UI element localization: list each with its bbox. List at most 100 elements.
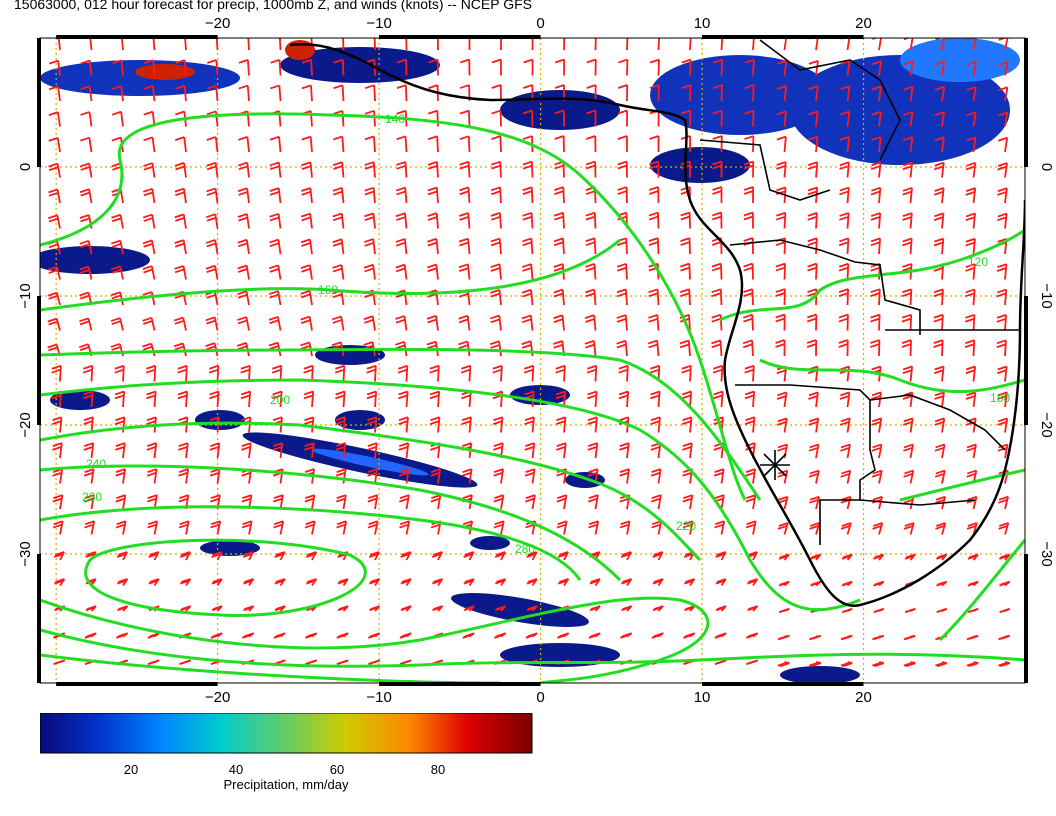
barb-staff — [216, 468, 221, 484]
barb-feather — [335, 420, 345, 425]
barb-feather — [462, 494, 473, 499]
barb-feather — [110, 343, 121, 348]
barb-staff — [404, 187, 408, 204]
wind-barb — [996, 339, 1007, 357]
wind-barb — [337, 578, 349, 587]
wind-barb — [268, 290, 282, 306]
barb-feather — [553, 237, 564, 243]
barb-feather — [681, 394, 692, 400]
wind-barb — [872, 635, 885, 641]
barb-staff — [437, 417, 441, 433]
barb-feather — [905, 690, 914, 693]
barb-feather — [332, 212, 343, 218]
wind-barb — [746, 632, 759, 639]
wind-barb — [681, 416, 693, 433]
barb-feather — [147, 494, 158, 499]
wind-barb — [903, 661, 916, 667]
barb-feather — [555, 364, 566, 370]
lon-tick-label-bottom: 10 — [694, 689, 711, 706]
wind-barb — [935, 60, 946, 76]
barb-feather — [743, 237, 754, 242]
wind-barb — [712, 364, 724, 382]
barb-feather — [364, 109, 375, 115]
barb-feather — [839, 190, 849, 196]
contour-line — [40, 505, 582, 581]
wind-barb — [211, 578, 223, 587]
barb-staff — [90, 468, 95, 484]
lon-tick-label-top: −10 — [366, 15, 391, 32]
barb-staff — [720, 85, 724, 102]
barb-staff — [846, 444, 851, 459]
barb-feather — [115, 497, 126, 503]
wind-barb — [304, 520, 316, 535]
barb-feather — [301, 84, 312, 90]
barb-staff — [752, 59, 755, 76]
barb-staff — [278, 85, 282, 102]
barb-feather — [807, 292, 817, 297]
barb-staff — [720, 391, 724, 408]
barb-feather — [117, 606, 127, 612]
barb-feather — [902, 241, 912, 247]
wind-barb — [838, 339, 849, 357]
barb-feather — [82, 368, 93, 374]
barb-staff — [151, 240, 156, 255]
wind-barb — [966, 635, 979, 641]
barb-feather — [585, 211, 596, 217]
wind-barb — [332, 264, 345, 280]
barb-feather — [712, 84, 723, 89]
barb-feather — [874, 553, 884, 559]
barb-staff — [846, 522, 852, 535]
barb-feather — [174, 265, 184, 270]
barb-feather — [522, 237, 532, 243]
wind-barb — [211, 551, 223, 561]
barb-feather — [811, 553, 821, 559]
barb-feather — [85, 688, 94, 691]
lon-tick-label-top: 20 — [855, 15, 872, 32]
barb-feather — [777, 525, 788, 530]
barb-feather — [332, 242, 343, 247]
barb-feather — [398, 446, 409, 451]
barb-feather — [143, 268, 153, 274]
barb-feather — [52, 523, 63, 529]
barb-feather — [489, 340, 500, 346]
barb-feather — [84, 523, 94, 529]
wind-barb — [902, 365, 914, 382]
precip-cell — [40, 60, 240, 96]
barb-staff — [909, 238, 913, 255]
barb-feather — [554, 186, 564, 192]
wind-barb — [336, 520, 348, 535]
barb-feather — [588, 494, 599, 499]
barb-feather — [462, 442, 472, 448]
barb-feather — [839, 161, 850, 167]
wind-barb — [242, 688, 253, 691]
barb-staff — [119, 214, 124, 229]
barb-staff — [878, 61, 883, 76]
wind-barb — [712, 160, 723, 178]
barb-feather — [618, 390, 629, 396]
contour-line — [40, 421, 702, 562]
barb-feather — [809, 469, 820, 475]
barb-staff — [88, 163, 93, 178]
wind-barb — [871, 60, 883, 76]
barb-feather — [648, 314, 658, 319]
barb-feather — [269, 212, 279, 218]
contour-line — [40, 628, 1025, 668]
barb-staff — [531, 494, 536, 510]
barb-staff — [878, 162, 882, 178]
wind-barb — [427, 212, 439, 229]
barb-feather — [111, 294, 122, 300]
wind-barb — [80, 111, 93, 127]
barb-feather — [143, 242, 153, 248]
barb-staff — [278, 162, 282, 178]
barb-feather — [743, 186, 754, 191]
barb-staff — [531, 468, 536, 484]
barb-feather — [143, 165, 154, 171]
barb-staff — [467, 238, 471, 255]
barb-feather — [871, 391, 882, 397]
barb-feather — [269, 190, 280, 196]
contour-line — [899, 468, 1025, 502]
wind-barb — [808, 443, 820, 459]
barb-feather — [174, 162, 185, 167]
barb-staff — [815, 86, 819, 102]
wind-barb — [841, 607, 853, 614]
